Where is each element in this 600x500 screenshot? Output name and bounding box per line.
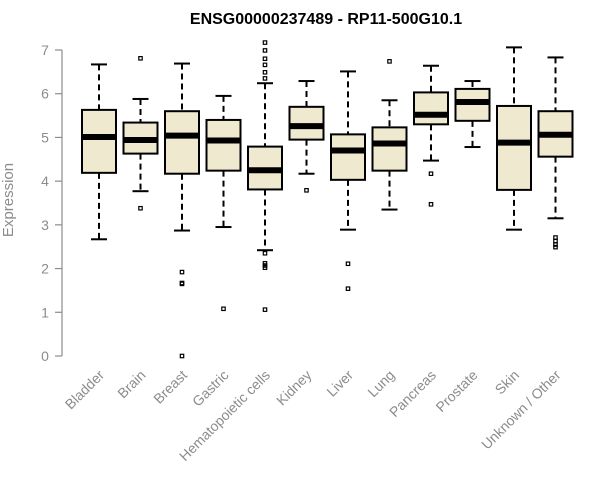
outlier-point [428,171,434,177]
outlier-point [138,56,143,61]
iqr-box [205,118,242,172]
y-axis-label: Expression [0,163,17,237]
box-hematopoietic-cells [247,40,283,312]
outlier-point [262,48,268,53]
box-bladder [81,63,117,241]
box-prostate [454,80,491,149]
box-breast [164,62,200,359]
iqr-box [164,110,200,175]
boxes-group [81,40,574,359]
box-skin [496,46,532,231]
x-tick-label: Bladder [62,367,108,413]
iqr-box [371,126,408,172]
box-gastric [205,94,242,312]
outlier-point [553,244,558,250]
outlier-point [345,261,351,267]
axes: 0 1 2 3 4 5 6 7 [41,42,63,364]
y-tick-label: 5 [41,129,49,145]
x-tick-label: Kidney [273,367,315,409]
box-brain [122,56,159,211]
box-lung [371,59,408,211]
x-tick-label: Breast [150,367,190,407]
x-tick-label: Brain [114,367,148,401]
outlier-point [553,235,558,240]
x-tick-label: Prostate [432,367,480,415]
outlier-point [262,62,268,68]
box-unknown-other [537,56,574,250]
y-tick-label: 4 [41,173,49,189]
y-tick-label: 3 [41,217,49,233]
y-tick-label: 1 [41,304,49,320]
chart-title: ENSG00000237489 - RP11-500G10.1 [190,11,462,28]
outlier-point [262,265,268,270]
box-pancreas [413,64,449,207]
iqr-box [330,133,366,181]
outlier-point [262,76,268,81]
outlier-point [179,269,185,275]
y-tick-label: 7 [41,42,49,58]
outlier-point [428,202,434,207]
iqr-box [413,91,449,126]
outlier-point [262,56,268,62]
outlier-point [262,307,268,312]
box-liver [330,70,366,291]
outlier-point [345,286,351,291]
y-tick-label: 0 [41,348,49,364]
box-kidney [288,80,325,193]
outlier-point [387,59,392,64]
x-tick-label: Liver [323,367,356,400]
outlier-point [138,205,143,211]
x-tick-label: Unknown / Other [478,367,564,453]
outlier-point [553,238,558,244]
outlier-point [179,353,185,359]
outlier-point [262,250,268,256]
x-tick-label: Skin [492,367,523,398]
outlier-point [221,306,226,312]
outlier-point [179,280,185,286]
outlier-point [262,40,268,45]
iqr-box [496,104,532,191]
iqr-box [81,108,117,174]
outlier-point [553,242,558,247]
outlier-point [304,188,309,193]
y-tick-label: 6 [41,86,49,102]
y-tick-label: 2 [41,261,49,277]
x-tick-label: Lung [364,367,397,400]
outlier-point [262,69,268,75]
